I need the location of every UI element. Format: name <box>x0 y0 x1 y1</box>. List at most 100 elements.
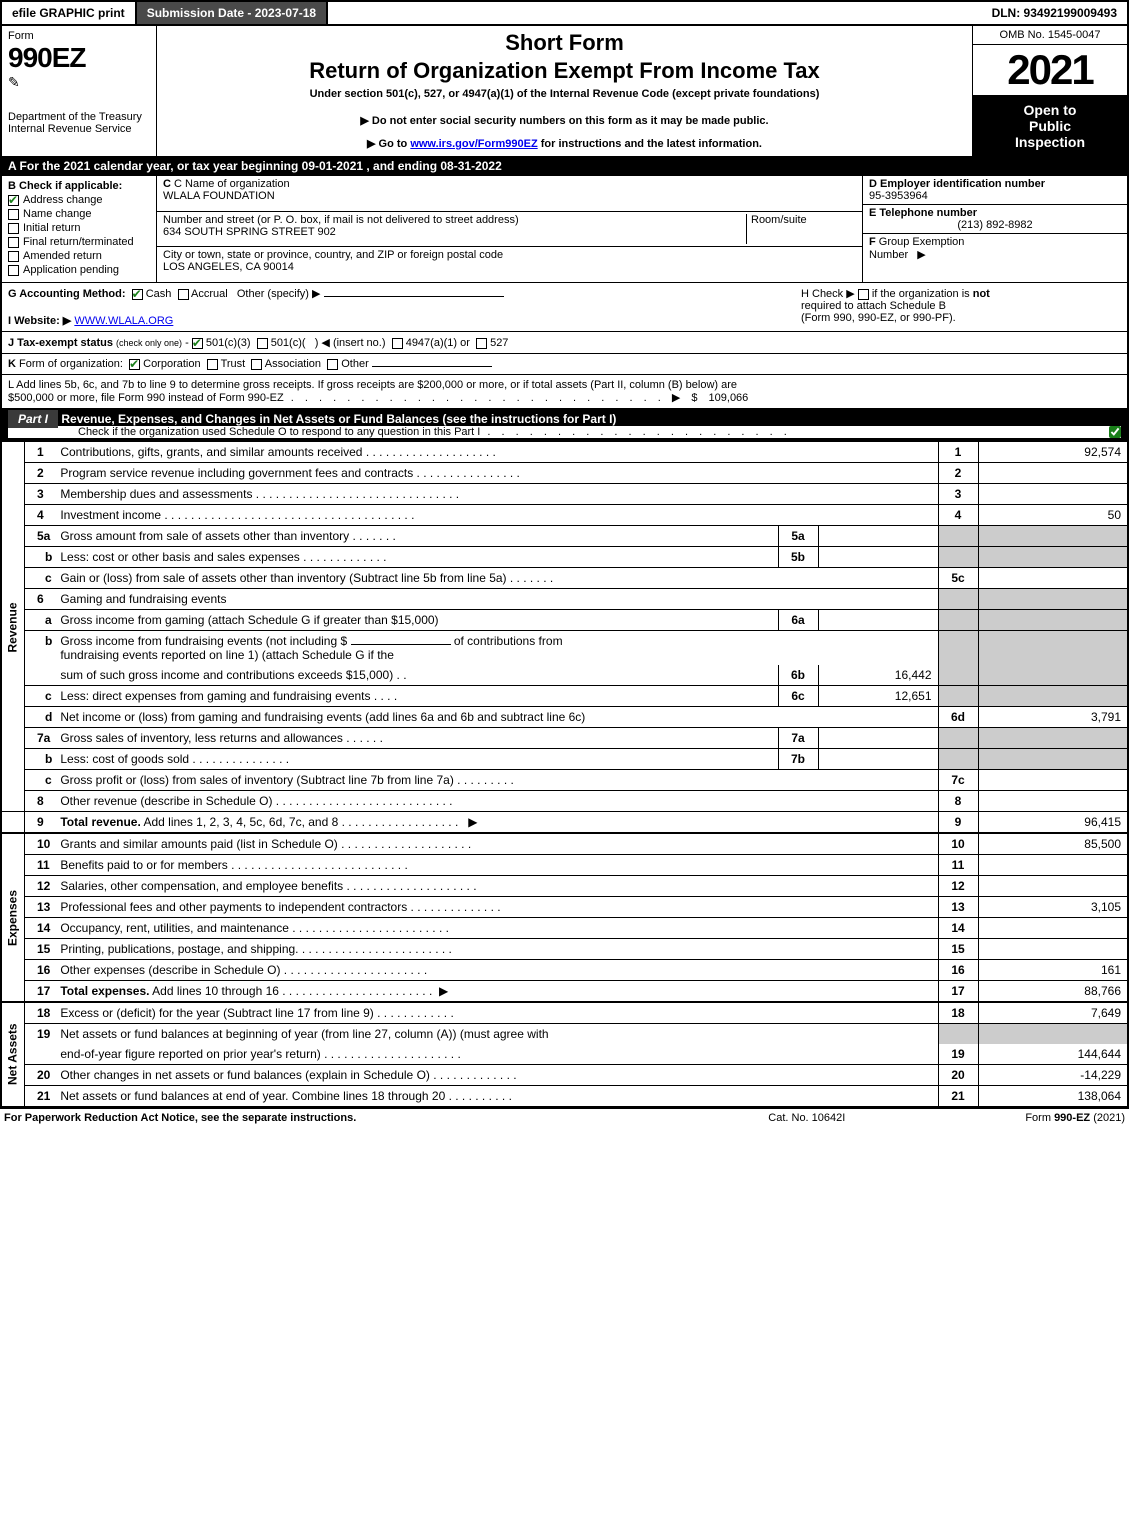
line-7b: b Less: cost of goods sold . . . . . . .… <box>1 749 1128 770</box>
col-b-label: B Check if applicable: <box>8 180 150 192</box>
line-6: 6 Gaming and fundraising events <box>1 589 1128 610</box>
check-application-pending[interactable] <box>8 265 19 276</box>
check-527[interactable] <box>476 338 487 349</box>
row-l-gross-receipts: L Add lines 5b, 6c, and 7b to line 9 to … <box>0 375 1129 409</box>
part-1-subtitle-dots: . . . . . . . . . . . . . . . . . . . . … <box>480 426 790 438</box>
line-5b: b Less: cost or other basis and sales ex… <box>1 547 1128 568</box>
line-2: 2 Program service revenue including gove… <box>1 463 1128 484</box>
amt-7c <box>978 770 1128 791</box>
header-subtitle: Under section 501(c), 527, or 4947(a)(1)… <box>161 88 968 100</box>
part-1-table: Revenue 1 Contributions, gifts, grants, … <box>0 442 1129 1108</box>
c-street-value: 634 SOUTH SPRING STREET 902 <box>163 226 746 238</box>
d-ein-label: D Employer identification number <box>869 178 1121 190</box>
amt-4: 50 <box>978 505 1128 526</box>
check-corporation[interactable] <box>129 359 140 370</box>
i-label: I Website: ▶ <box>8 315 71 327</box>
f-group-label: F Group ExemptionNumber ▶ <box>869 236 1121 261</box>
amt-12 <box>978 876 1128 897</box>
amt-19: 144,644 <box>978 1044 1128 1065</box>
amt-5c <box>978 568 1128 589</box>
c-street-label: Number and street (or P. O. box, if mail… <box>163 214 746 226</box>
col-c-org-info: C C Name of organization WLALA FOUNDATIO… <box>157 176 862 282</box>
check-accrual[interactable] <box>178 289 189 300</box>
part-1-header: Part I Revenue, Expenses, and Changes in… <box>0 409 1129 442</box>
check-name-change[interactable] <box>8 209 19 220</box>
amt-6d: 3,791 <box>978 707 1128 728</box>
line-6b2: sum of such gross income and contributio… <box>1 665 1128 686</box>
line-21: 21 Net assets or fund balances at end of… <box>1 1086 1128 1108</box>
line-18: Net Assets 18 Excess or (deficit) for th… <box>1 1002 1128 1024</box>
check-other-org[interactable] <box>327 359 338 370</box>
line-17: 17 Total expenses. Add lines 10 through … <box>1 981 1128 1003</box>
k-other-input[interactable] <box>372 366 492 367</box>
header-right: OMB No. 1545-0047 2021 Open to Public In… <box>972 26 1127 156</box>
c-name-label: C C Name of organization <box>163 178 856 190</box>
check-501c3[interactable] <box>192 338 203 349</box>
page-footer: For Paperwork Reduction Act Notice, see … <box>0 1108 1129 1127</box>
check-4947[interactable] <box>392 338 403 349</box>
check-initial-return[interactable] <box>8 223 19 234</box>
check-h-not-required[interactable] <box>858 289 869 300</box>
g-other: Other (specify) ▶ <box>237 288 321 300</box>
check-schedule-o-part1[interactable] <box>1109 426 1121 438</box>
b-item-1: Name change <box>23 208 92 220</box>
website-link[interactable]: WWW.WLALA.ORG <box>74 315 173 327</box>
line-7c: c Gross profit or (loss) from sales of i… <box>1 770 1128 791</box>
top-bar: efile GRAPHIC print Submission Date - 20… <box>0 0 1129 26</box>
line-7a: 7a Gross sales of inventory, less return… <box>1 728 1128 749</box>
check-501c[interactable] <box>257 338 268 349</box>
row-a-tax-year: A For the 2021 calendar year, or tax yea… <box>0 157 1129 176</box>
line-6a: a Gross income from gaming (attach Sched… <box>1 610 1128 631</box>
check-trust[interactable] <box>207 359 218 370</box>
irs-link[interactable]: www.irs.gov/Form990EZ <box>410 138 537 150</box>
efile-print-button[interactable]: efile GRAPHIC print <box>2 2 137 24</box>
g-other-input[interactable] <box>324 296 504 297</box>
check-final-return[interactable] <box>8 237 19 248</box>
line-1: Revenue 1 Contributions, gifts, grants, … <box>1 442 1128 463</box>
amt-8 <box>978 791 1128 812</box>
check-amended-return[interactable] <box>8 251 19 262</box>
h-text4: (Form 990, 990-EZ, or 990-PF). <box>801 312 1121 324</box>
check-cash[interactable] <box>132 289 143 300</box>
amt-20: -14,229 <box>978 1065 1128 1086</box>
g-accrual: Accrual <box>191 288 228 300</box>
b-item-0: Address change <box>23 194 103 206</box>
l-dots: . . . . . . . . . . . . . . . . . . . . … <box>284 392 709 404</box>
check-address-change[interactable] <box>8 195 19 206</box>
b-item-3: Final return/terminated <box>23 236 134 248</box>
note2-prefix: ▶ Go to <box>367 138 410 150</box>
line-11: 11 Benefits paid to or for members . . .… <box>1 855 1128 876</box>
6b-contrib-input[interactable] <box>351 644 451 645</box>
omb-number: OMB No. 1545-0047 <box>973 26 1127 45</box>
c-name-value: WLALA FOUNDATION <box>163 190 856 202</box>
midamt-7b <box>818 749 938 770</box>
line-15: 15 Printing, publications, postage, and … <box>1 939 1128 960</box>
block-b-through-f: B Check if applicable: Address change Na… <box>0 176 1129 283</box>
midamt-6c: 12,651 <box>818 686 938 707</box>
open2: Public <box>977 118 1123 134</box>
line-12: 12 Salaries, other compensation, and emp… <box>1 876 1128 897</box>
line-6c: c Less: direct expenses from gaming and … <box>1 686 1128 707</box>
midamt-6a <box>818 610 938 631</box>
amt-10: 85,500 <box>978 833 1128 855</box>
submission-date-button[interactable]: Submission Date - 2023-07-18 <box>137 2 328 24</box>
short-form-title: Short Form <box>161 30 968 56</box>
c-city-value: LOS ANGELES, CA 90014 <box>163 261 503 273</box>
line-16: 16 Other expenses (describe in Schedule … <box>1 960 1128 981</box>
line-5a: 5a Gross amount from sale of assets othe… <box>1 526 1128 547</box>
footer-paperwork: For Paperwork Reduction Act Notice, see … <box>4 1112 356 1124</box>
return-title: Return of Organization Exempt From Incom… <box>161 58 968 84</box>
side-label-revenue: Revenue <box>1 442 25 812</box>
l-amount: 109,066 <box>709 392 749 404</box>
open-to-public: Open to Public Inspection <box>973 96 1127 156</box>
form-word: Form <box>8 30 150 42</box>
side-label-expenses: Expenses <box>1 833 25 1002</box>
open3: Inspection <box>977 134 1123 150</box>
amt-21: 138,064 <box>978 1086 1128 1108</box>
amt-2 <box>978 463 1128 484</box>
row-j-tax-exempt: J Tax-exempt status (check only one) - 5… <box>0 332 1129 354</box>
note2-suffix: for instructions and the latest informat… <box>538 138 762 150</box>
header-note2: ▶ Go to www.irs.gov/Form990EZ for instru… <box>161 137 968 150</box>
open1: Open to <box>977 102 1123 118</box>
check-association[interactable] <box>251 359 262 370</box>
